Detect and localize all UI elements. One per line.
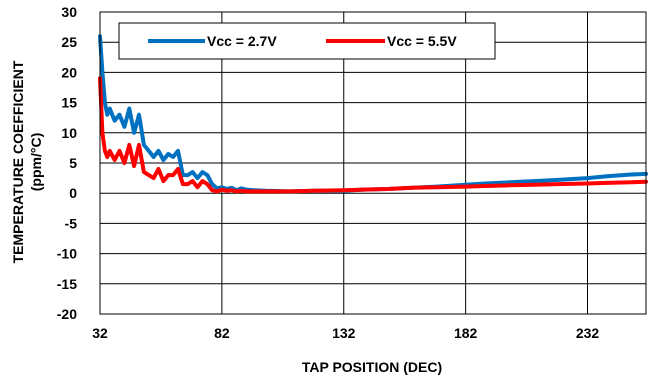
y-tick-label: 5	[69, 155, 77, 171]
svg-text:TEMPERATURE COEFFICIENT: TEMPERATURE COEFFICIENT	[10, 60, 26, 263]
y-tick-label: 25	[61, 34, 77, 50]
y-tick-label: 0	[69, 185, 77, 201]
y-tick-label: -20	[57, 306, 77, 322]
series-layer	[98, 34, 648, 194]
plot-frame	[99, 11, 647, 315]
y-tick-labels: 30 25 20 15 10 5 0 -5 -10 -15 -20	[57, 4, 77, 322]
series-line-1	[98, 76, 648, 194]
x-tick-label: 82	[214, 325, 230, 341]
y-tick-label: 15	[61, 95, 77, 111]
y-tick-label: 20	[61, 64, 77, 80]
y-axis-title: TEMPERATURE COEFFICIENT (ppm/°C)	[10, 60, 44, 263]
y-tick-label: -5	[65, 215, 78, 231]
y-tick-label: 30	[61, 4, 77, 20]
x-tick-label: 232	[576, 325, 600, 341]
y-tick-label: 10	[61, 125, 77, 141]
legend-label-series-0: Vcc = 2.7V	[207, 33, 277, 49]
x-tick-label: 32	[92, 325, 108, 341]
x-axis-title: TAP POSITION (DEC)	[302, 359, 442, 375]
x-tick-label: 182	[454, 325, 478, 341]
legend: Vcc = 2.7V Vcc = 5.5V	[118, 22, 496, 60]
y-tick-label: -10	[57, 246, 77, 262]
x-tick-labels: 32 82 132 182 232	[92, 325, 599, 341]
y-tick-label: -15	[57, 276, 77, 292]
x-tick-label: 132	[332, 325, 356, 341]
svg-text:(ppm/°C): (ppm/°C)	[28, 133, 44, 191]
legend-label-series-1: Vcc = 5.5V	[387, 33, 457, 49]
